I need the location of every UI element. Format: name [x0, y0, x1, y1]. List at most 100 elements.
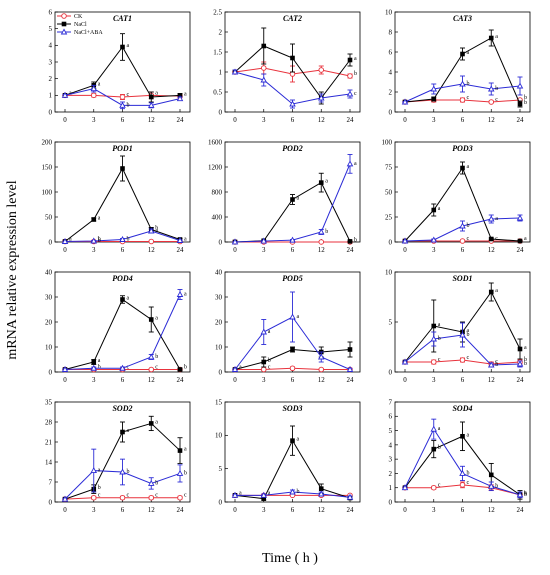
significance-letter: b [155, 354, 158, 360]
data-point [261, 65, 267, 71]
significance-letter: b [354, 237, 357, 243]
data-point [290, 55, 295, 61]
panel-title: SOD3 [282, 404, 302, 413]
x-tick-label: 6 [121, 506, 125, 514]
data-point [91, 359, 97, 365]
significance-letter: b [127, 237, 130, 243]
y-tick-label: 10 [215, 432, 223, 440]
data-point [488, 35, 494, 41]
x-tick-label: 6 [121, 376, 125, 384]
data-point [459, 222, 466, 229]
data-point [147, 479, 155, 486]
significance-letter: b [524, 357, 527, 363]
significance-letter: b [438, 336, 441, 342]
legend-item: NaCl+ABA [57, 28, 103, 36]
legend-item: CK [57, 13, 83, 20]
x-tick-label: 0 [403, 116, 407, 124]
x-tick-label: 12 [318, 116, 326, 124]
y-tick-label: 0 [219, 108, 223, 116]
data-point [289, 313, 296, 320]
x-tick-label: 12 [318, 376, 326, 384]
x-tick-label: 24 [517, 246, 525, 254]
data-point [119, 235, 126, 242]
y-tick-label: 1 [49, 92, 53, 100]
x-tick-label: 3 [262, 506, 266, 514]
x-tick-label: 0 [63, 506, 67, 514]
significance-letter: c [127, 92, 130, 98]
x-tick-label: 3 [262, 116, 266, 124]
significance-letter: a [524, 490, 527, 496]
x-tick-label: 12 [318, 246, 326, 254]
significance-letter: a [268, 329, 271, 335]
data-point [516, 491, 524, 498]
significance-letter: b [524, 492, 527, 498]
panel-title: POD4 [112, 274, 132, 283]
x-tick-label: 24 [347, 246, 355, 254]
legend-label: CK [74, 14, 83, 20]
significance-letter: b [325, 229, 328, 235]
series-nacl: a a b [232, 172, 357, 245]
data-point [317, 490, 325, 497]
panel-title: SOD4 [452, 404, 472, 413]
data-point [90, 364, 98, 371]
data-point [318, 366, 325, 373]
y-tick-label: 2 [389, 88, 393, 96]
significance-letter: b [184, 365, 187, 371]
data-point [231, 491, 239, 498]
significance-letter: a [467, 50, 470, 56]
data-point [176, 236, 184, 243]
data-point [148, 494, 154, 501]
data-point [147, 101, 155, 108]
panel-title: POD2 [282, 144, 302, 153]
y-tick-label: 0 [49, 498, 53, 506]
data-point [120, 429, 125, 435]
data-point [120, 297, 125, 302]
panel-title: SOD2 [112, 404, 132, 413]
x-tick-label: 24 [347, 376, 355, 384]
y-tick-label: 30 [215, 293, 223, 301]
data-point [431, 323, 437, 329]
data-point [346, 493, 354, 500]
series-nacl: a a b [402, 29, 527, 108]
y-tick-label: 0 [49, 368, 53, 376]
data-point [460, 165, 465, 171]
data-point [488, 472, 494, 478]
significance-letter: c [127, 493, 130, 499]
significance-letter: a [155, 228, 158, 234]
y-tick-label: 0 [389, 238, 393, 246]
data-point [318, 239, 325, 245]
significance-letter: b [98, 365, 101, 371]
data-point [289, 236, 296, 243]
data-point [488, 99, 495, 105]
data-point [148, 421, 154, 426]
x-tick-label: 24 [517, 376, 525, 384]
significance-letter: b [467, 332, 470, 338]
y-tick-label: 10 [385, 268, 393, 276]
data-point [317, 94, 325, 101]
x-tick-label: 12 [148, 506, 156, 514]
significance-letter: c [155, 493, 158, 499]
data-point [90, 85, 98, 92]
x-tick-label: 0 [63, 116, 67, 124]
data-point [90, 494, 97, 501]
y-tick-label: 5 [389, 427, 393, 435]
y-tick-label: 10 [45, 343, 53, 351]
data-point [459, 97, 466, 103]
significance-letter: a [297, 437, 300, 443]
y-tick-label: 40 [215, 268, 223, 276]
data-point [289, 488, 296, 495]
data-point [347, 239, 353, 244]
y-tick-label: 2 [219, 28, 223, 36]
significance-letter: a [155, 419, 158, 425]
significance-letter: a [155, 90, 158, 96]
significance-letter: a [438, 206, 441, 212]
y-tick-label: 4 [389, 441, 393, 449]
y-tick-label: 20 [45, 318, 53, 326]
series-nacl-aba: b b a [61, 227, 184, 244]
significance-letter: b [98, 238, 101, 244]
data-point [119, 468, 126, 475]
data-point [347, 57, 353, 63]
